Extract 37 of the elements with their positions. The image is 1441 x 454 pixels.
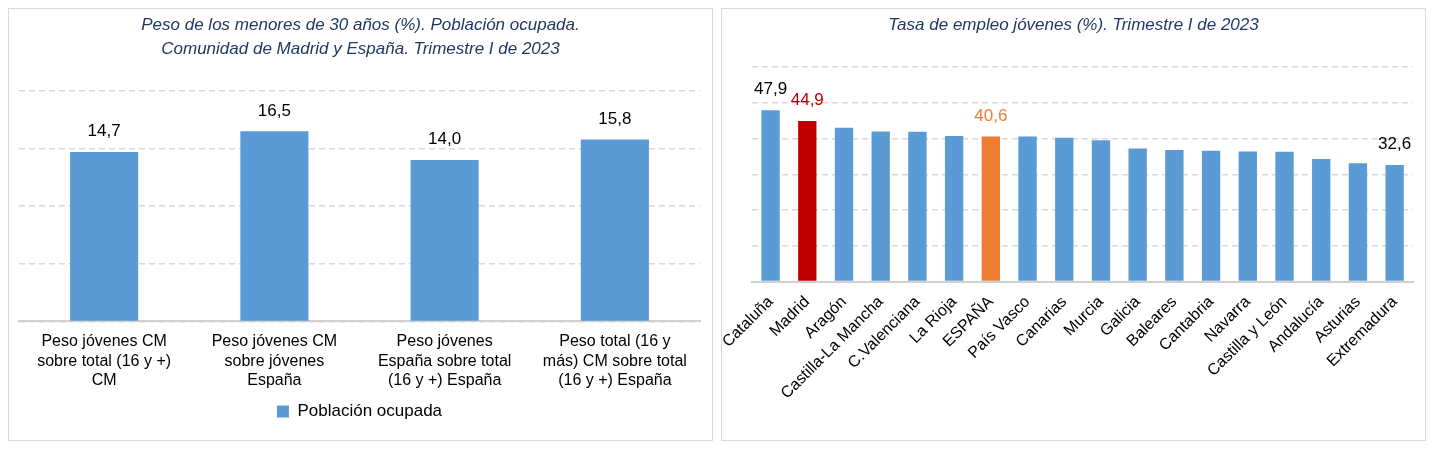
data-label: 44,9	[790, 90, 824, 110]
bar	[1055, 137, 1074, 281]
bar	[1201, 150, 1221, 281]
data-label: 14,7	[87, 121, 121, 141]
bar	[1128, 148, 1147, 281]
bar	[1312, 158, 1331, 281]
bar	[798, 121, 817, 281]
bar	[1018, 136, 1037, 281]
chart-title: Peso de los menores de 30 años (%). Población ocupada. Comunidad de Madrid y España. Trimestre I de 2023	[140, 14, 581, 60]
bar	[1165, 149, 1184, 281]
data-label: 16,5	[257, 100, 291, 120]
bar	[981, 136, 1001, 281]
data-label: 14,0	[428, 129, 462, 149]
legend-label: Población ocupada	[297, 401, 443, 421]
x-tick-label: Peso jóvenes CM sobre jóvenes España	[211, 332, 338, 388]
bar	[944, 136, 964, 281]
bar	[410, 160, 479, 321]
bar	[1275, 151, 1294, 281]
bar	[1238, 151, 1257, 281]
x-tick-label: Peso jóvenes España sobre total (16 y +) España	[377, 332, 512, 388]
bar	[908, 131, 927, 281]
bar	[70, 152, 139, 321]
data-label: 32,6	[1378, 134, 1412, 154]
x-tick-label: Peso total (16 y más) CM sobre total (16 y +) España	[542, 332, 687, 388]
data-label: 47,9	[754, 79, 788, 99]
bar	[580, 139, 649, 321]
bar	[240, 131, 309, 321]
x-tick-label: Peso jóvenes CM sobre total (16 y +) CM	[37, 332, 172, 388]
data-label: 15,8	[598, 108, 632, 128]
bar	[1091, 140, 1111, 281]
bar	[871, 131, 890, 281]
bar	[834, 127, 854, 281]
bar	[1385, 164, 1404, 281]
data-label: 40,6	[974, 105, 1008, 125]
bar	[1348, 163, 1368, 281]
chart-title: Tasa de empleo jóvenes (%). Trimestre I de 2023	[887, 14, 1260, 36]
bar	[761, 110, 780, 281]
